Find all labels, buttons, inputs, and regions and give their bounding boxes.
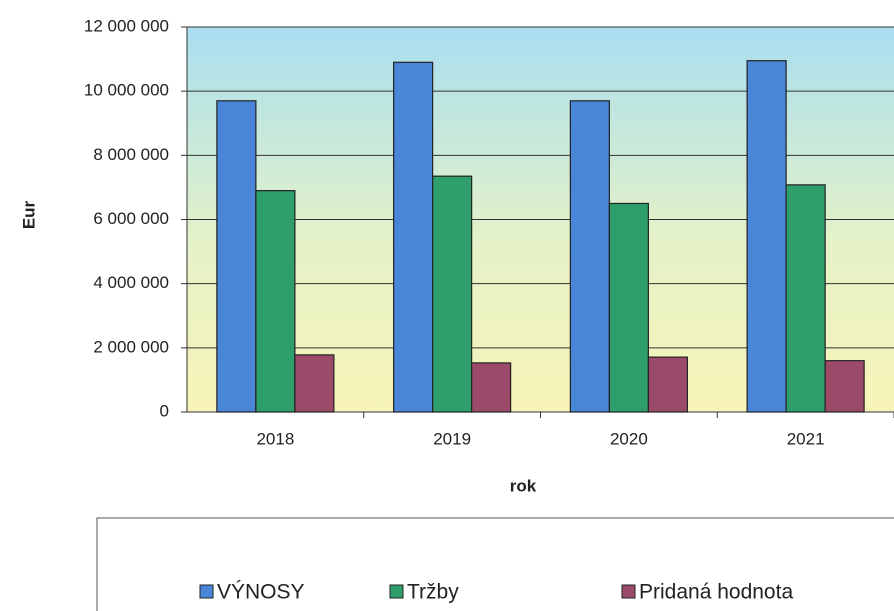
y-tick-label: 6 000 000 xyxy=(93,209,169,228)
legend-swatch xyxy=(199,584,214,599)
bar xyxy=(569,100,610,413)
bar xyxy=(824,360,865,413)
legend-swatch xyxy=(621,584,636,599)
bar xyxy=(785,184,826,413)
x-tick-label: 2018 xyxy=(256,429,294,448)
y-tick-label: 12 000 000 xyxy=(84,16,169,35)
y-tick-label: 10 000 000 xyxy=(84,81,169,100)
legend-box xyxy=(96,517,894,611)
x-tick-label: 2021 xyxy=(787,429,825,448)
bar xyxy=(294,354,335,413)
legend-label: Tržby xyxy=(407,581,459,604)
legend-label: VÝNOSY xyxy=(217,581,305,604)
legend-label: Pridaná hodnota xyxy=(639,581,793,604)
x-tick-label: 2020 xyxy=(610,429,648,448)
y-tick-label: 8 000 000 xyxy=(93,145,169,164)
bar xyxy=(393,61,434,413)
x-axis-title: rok xyxy=(510,476,537,495)
bar xyxy=(255,190,296,413)
bar xyxy=(647,356,688,413)
y-tick-label: 2 000 000 xyxy=(93,337,169,356)
y-tick-label: 4 000 000 xyxy=(93,273,169,292)
legend-swatch xyxy=(389,584,404,599)
x-tick-label: 2019 xyxy=(433,429,471,448)
bar xyxy=(608,202,649,413)
bar xyxy=(746,60,787,413)
bar xyxy=(471,362,512,413)
y-tick-label: 0 xyxy=(160,401,169,420)
bar xyxy=(432,175,473,413)
y-axis-title: Eur xyxy=(19,200,38,229)
bar xyxy=(216,100,257,413)
